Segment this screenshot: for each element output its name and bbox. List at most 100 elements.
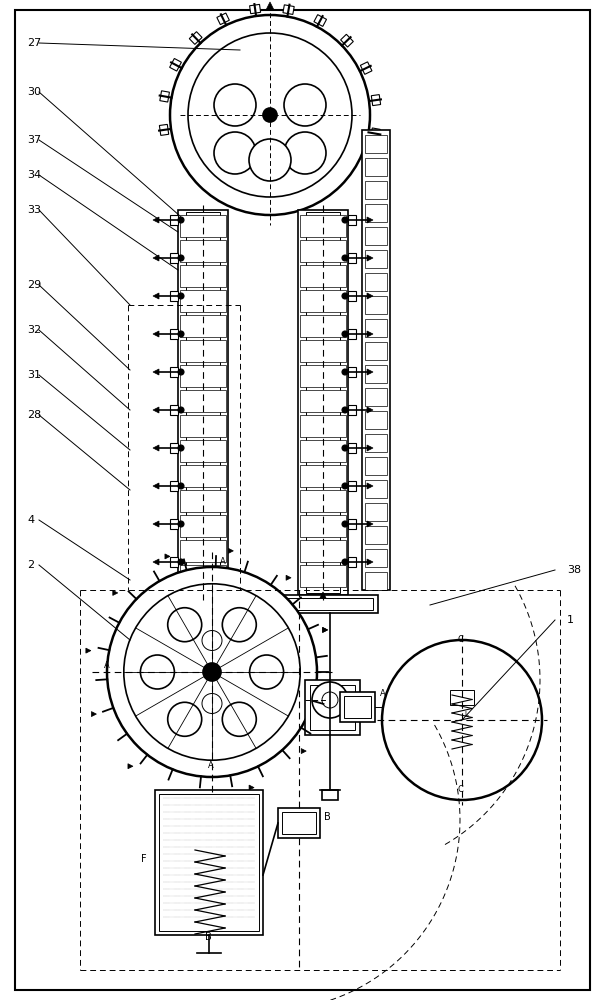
Bar — [159, 794, 259, 931]
Bar — [180, 440, 226, 462]
Polygon shape — [153, 369, 159, 375]
Polygon shape — [323, 627, 328, 632]
Circle shape — [342, 407, 348, 413]
Bar — [180, 365, 226, 387]
Bar — [300, 365, 346, 387]
Bar — [170, 443, 178, 453]
Text: B: B — [324, 812, 331, 822]
Bar — [170, 405, 178, 415]
Bar — [300, 315, 346, 337]
Polygon shape — [367, 217, 373, 223]
Bar — [365, 365, 387, 383]
Circle shape — [178, 369, 184, 375]
Bar — [348, 291, 356, 301]
Bar — [155, 790, 263, 935]
Bar — [180, 540, 226, 562]
Bar — [300, 390, 346, 412]
Bar — [365, 526, 387, 544]
Bar — [348, 253, 356, 263]
Bar — [170, 519, 178, 529]
Text: L: L — [464, 711, 468, 717]
Bar — [310, 685, 355, 730]
Polygon shape — [217, 13, 229, 25]
Text: F: F — [141, 854, 146, 864]
Text: A: A — [220, 557, 226, 566]
Bar — [300, 440, 346, 462]
Circle shape — [342, 521, 348, 527]
Polygon shape — [128, 764, 133, 769]
Polygon shape — [286, 575, 291, 580]
Bar — [305, 680, 360, 735]
Polygon shape — [153, 293, 159, 299]
Bar — [365, 388, 387, 406]
Polygon shape — [113, 590, 118, 595]
Circle shape — [322, 692, 338, 708]
Bar — [365, 296, 387, 314]
Circle shape — [214, 132, 256, 174]
Bar — [180, 465, 226, 487]
Bar — [180, 315, 226, 337]
Text: 34: 34 — [27, 170, 41, 180]
Bar — [365, 250, 387, 268]
Bar — [362, 130, 390, 590]
Text: 37: 37 — [27, 135, 41, 145]
Bar — [170, 215, 178, 225]
Polygon shape — [160, 124, 169, 135]
Circle shape — [178, 521, 184, 527]
Bar — [180, 240, 226, 262]
Polygon shape — [367, 331, 373, 337]
Polygon shape — [153, 331, 159, 337]
Bar — [300, 490, 346, 512]
Bar — [365, 181, 387, 199]
Bar — [365, 273, 387, 291]
Polygon shape — [170, 58, 181, 71]
Text: 33: 33 — [27, 205, 41, 215]
Bar — [348, 215, 356, 225]
Polygon shape — [361, 62, 372, 74]
Circle shape — [342, 217, 348, 223]
Bar — [180, 215, 226, 237]
Circle shape — [203, 663, 221, 681]
Bar — [450, 690, 474, 705]
Polygon shape — [314, 15, 326, 26]
Circle shape — [312, 682, 348, 718]
Bar — [282, 812, 316, 834]
Polygon shape — [266, 2, 274, 9]
Bar — [348, 443, 356, 453]
Bar — [365, 342, 387, 360]
Text: 4: 4 — [27, 515, 34, 525]
Circle shape — [342, 255, 348, 261]
Circle shape — [214, 84, 256, 126]
Bar — [365, 572, 387, 590]
Polygon shape — [320, 592, 326, 598]
Polygon shape — [229, 548, 233, 553]
Polygon shape — [371, 95, 380, 106]
Text: C: C — [458, 785, 464, 794]
Bar — [180, 415, 226, 437]
Bar — [365, 319, 387, 337]
Text: A: A — [104, 661, 110, 670]
Bar — [348, 329, 356, 339]
Polygon shape — [367, 483, 373, 489]
Text: 38: 38 — [567, 565, 581, 575]
Text: 27: 27 — [27, 38, 41, 48]
Polygon shape — [367, 521, 373, 527]
Circle shape — [284, 84, 326, 126]
Circle shape — [107, 567, 317, 777]
Bar — [365, 549, 387, 567]
Circle shape — [342, 293, 348, 299]
Text: A: A — [380, 689, 386, 698]
Bar — [365, 457, 387, 475]
Polygon shape — [153, 445, 159, 451]
Bar — [186, 212, 220, 593]
Polygon shape — [189, 32, 202, 44]
Bar — [340, 692, 375, 722]
Text: C: C — [458, 635, 464, 644]
Text: 31: 31 — [27, 370, 41, 380]
Bar — [180, 565, 226, 587]
Polygon shape — [86, 648, 91, 653]
Circle shape — [178, 217, 184, 223]
Bar — [322, 790, 338, 800]
Circle shape — [342, 483, 348, 489]
Bar — [300, 290, 346, 312]
